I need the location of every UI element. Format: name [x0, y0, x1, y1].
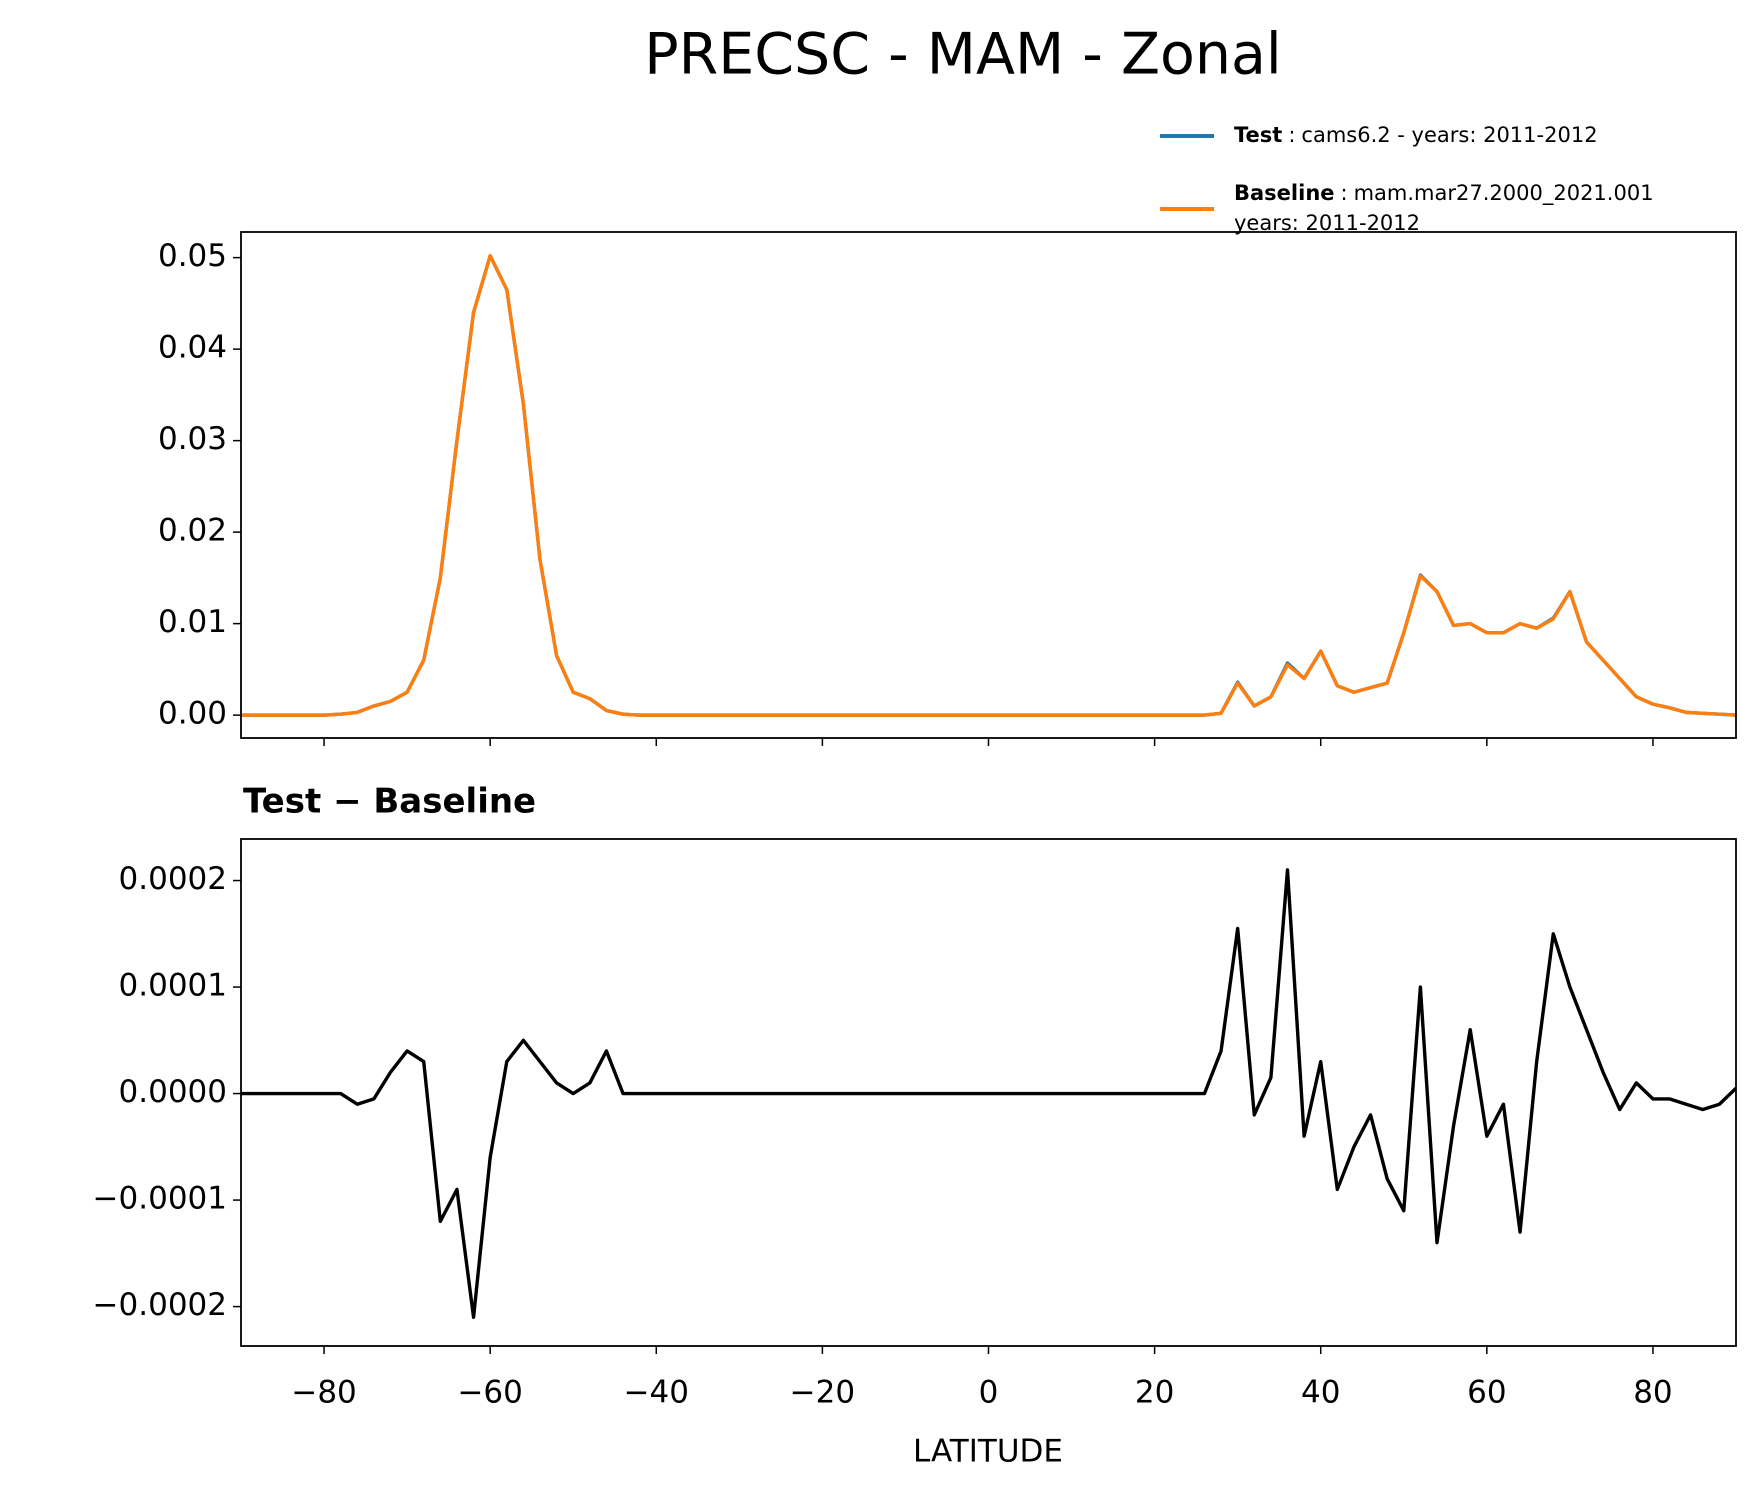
legend-name: Test — [1234, 123, 1282, 147]
y-tick-label: 0.02 — [158, 513, 227, 549]
data-line — [241, 868, 1736, 1319]
x-tick-label: −40 — [624, 1375, 689, 1411]
y-tick-label: 0.0002 — [119, 861, 227, 897]
data-line — [241, 254, 1736, 717]
panel-title: Test − Baseline — [243, 782, 536, 822]
x-tick-label: 60 — [1467, 1375, 1506, 1411]
y-tick-label: 0.0000 — [119, 1074, 227, 1110]
plot-frame — [240, 838, 1737, 1347]
chart-title: PRECSC - MAM - Zonal — [644, 22, 1282, 88]
legend-label: Baseline: mam.mar27.2000_2021.001 — [1234, 181, 1654, 206]
legend-text: mam.mar27.2000_2021.001 — [1354, 181, 1654, 206]
y-tick-label: −0.0002 — [93, 1287, 227, 1323]
y-tick-label: 0.0001 — [119, 968, 227, 1004]
y-tick-label: 0.05 — [158, 238, 227, 274]
y-tick-label: −0.0001 — [93, 1181, 227, 1217]
y-tick-label: 0.01 — [158, 604, 227, 640]
x-tick-label: −80 — [291, 1375, 356, 1411]
x-tick-label: −60 — [457, 1375, 522, 1411]
x-axis-label: LATITUDE — [913, 1434, 1063, 1470]
x-tick-label: 80 — [1633, 1375, 1672, 1411]
plot-frame — [240, 231, 1737, 739]
x-tick-label: 20 — [1135, 1375, 1174, 1411]
legend-label: Test: cams6.2 - years: 2011-2012 — [1234, 123, 1598, 147]
legend-text: cams6.2 - years: 2011-2012 — [1301, 123, 1597, 147]
legend-separator: : — [1341, 181, 1348, 205]
x-tick-label: −20 — [790, 1375, 855, 1411]
y-tick-label: 0.04 — [158, 330, 227, 366]
x-tick-label: 0 — [979, 1375, 999, 1411]
legend-name: Baseline — [1234, 181, 1335, 205]
plot-area — [241, 254, 1736, 717]
legend-separator: : — [1288, 123, 1295, 147]
y-tick-label: 0.03 — [158, 421, 227, 457]
y-tick-label: 0.00 — [158, 696, 227, 732]
x-tick-label: 40 — [1301, 1375, 1340, 1411]
legend-label: years: 2011-2012 — [1234, 211, 1420, 235]
plot-area — [241, 868, 1736, 1319]
